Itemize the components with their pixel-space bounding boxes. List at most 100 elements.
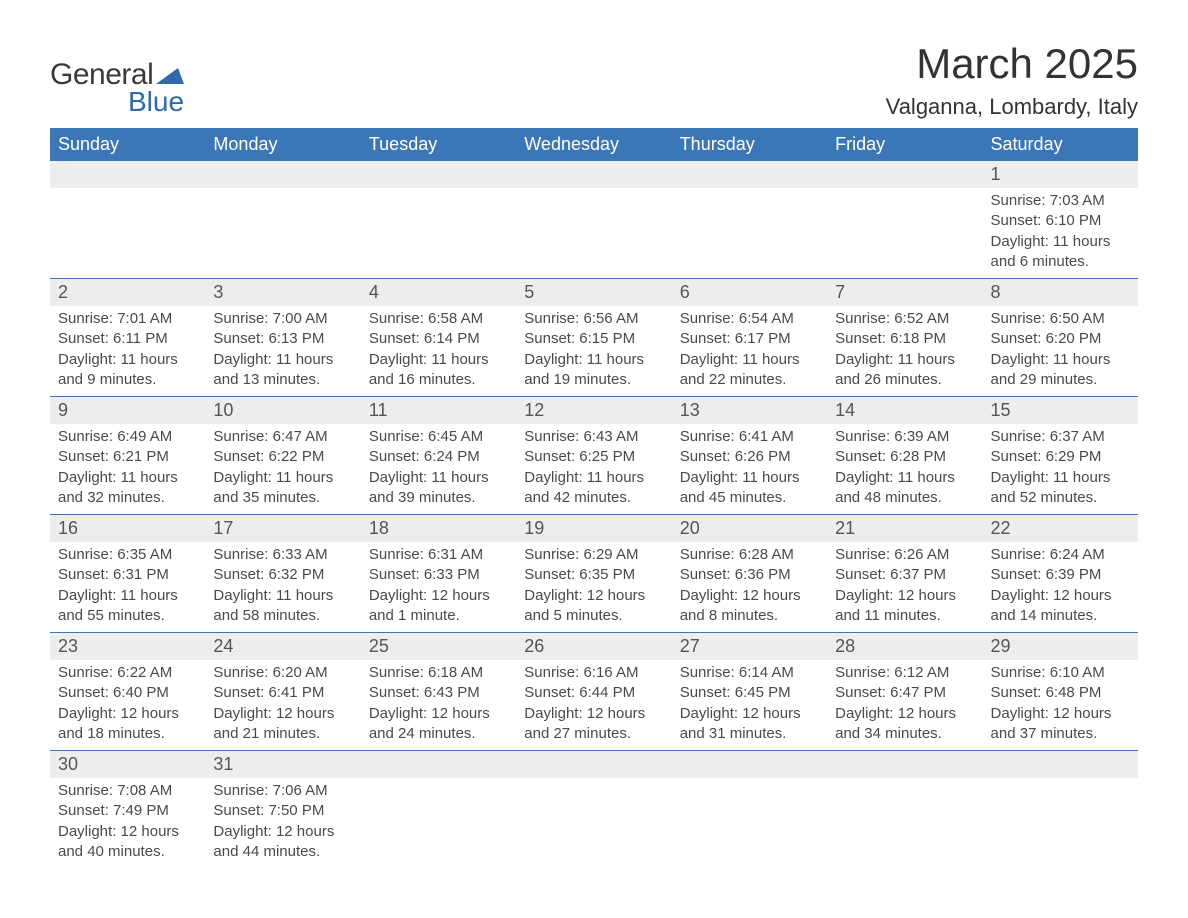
day-sr: Sunrise: 6:43 AM — [524, 427, 663, 447]
day-sr: Sunrise: 6:24 AM — [991, 545, 1130, 565]
day-d1: Daylight: 11 hours — [680, 350, 819, 370]
day-d2: and 22 minutes. — [680, 370, 819, 390]
day-sr: Sunrise: 6:41 AM — [680, 427, 819, 447]
day-detail-cell: Sunrise: 6:52 AMSunset: 6:18 PMDaylight:… — [827, 306, 982, 397]
day-d2: and 40 minutes. — [58, 842, 197, 862]
day-sr: Sunrise: 6:45 AM — [369, 427, 508, 447]
day-d1: Daylight: 12 hours — [524, 704, 663, 724]
day-sr: Sunrise: 6:54 AM — [680, 309, 819, 329]
day-number: 18 — [369, 518, 389, 538]
day-number-cell: 24 — [205, 633, 360, 661]
day-number: 24 — [213, 636, 233, 656]
day-ss: Sunset: 7:50 PM — [213, 801, 352, 821]
day-number: 2 — [58, 282, 68, 302]
day-sr: Sunrise: 6:18 AM — [369, 663, 508, 683]
day-ss: Sunset: 6:37 PM — [835, 565, 974, 585]
daynum-row: 23242526272829 — [50, 633, 1138, 661]
day-number-cell: 14 — [827, 397, 982, 425]
day-detail-cell: Sunrise: 6:45 AMSunset: 6:24 PMDaylight:… — [361, 424, 516, 515]
day-ss: Sunset: 6:45 PM — [680, 683, 819, 703]
detail-row: Sunrise: 6:22 AMSunset: 6:40 PMDaylight:… — [50, 660, 1138, 751]
day-number: 29 — [991, 636, 1011, 656]
day-sr: Sunrise: 7:01 AM — [58, 309, 197, 329]
day-ss: Sunset: 6:48 PM — [991, 683, 1130, 703]
day-sr: Sunrise: 7:08 AM — [58, 781, 197, 801]
day-number-cell: 2 — [50, 279, 205, 307]
day-d2: and 13 minutes. — [213, 370, 352, 390]
day-number-cell: 23 — [50, 633, 205, 661]
day-detail-cell: Sunrise: 7:06 AMSunset: 7:50 PMDaylight:… — [205, 778, 360, 868]
day-number: 30 — [58, 754, 78, 774]
day-number: 16 — [58, 518, 78, 538]
day-number: 14 — [835, 400, 855, 420]
day-detail-cell: Sunrise: 6:10 AMSunset: 6:48 PMDaylight:… — [983, 660, 1138, 751]
day-sr: Sunrise: 6:52 AM — [835, 309, 974, 329]
day-d2: and 24 minutes. — [369, 724, 508, 744]
day-number-cell: 28 — [827, 633, 982, 661]
day-d2: and 18 minutes. — [58, 724, 197, 744]
day-detail-cell — [205, 188, 360, 279]
day-number-cell: 10 — [205, 397, 360, 425]
day-d1: Daylight: 11 hours — [213, 468, 352, 488]
day-number: 11 — [369, 400, 388, 420]
day-number-cell — [516, 161, 671, 188]
weekday-header: Tuesday — [361, 128, 516, 161]
day-number: 19 — [524, 518, 544, 538]
day-d1: Daylight: 12 hours — [680, 586, 819, 606]
detail-row: Sunrise: 7:08 AMSunset: 7:49 PM Daylight:… — [50, 778, 1138, 868]
day-detail-cell: Sunrise: 6:29 AMSunset: 6:35 PMDaylight:… — [516, 542, 671, 633]
day-d1: Daylight: 12 hours — [213, 704, 352, 724]
day-sr: Sunrise: 7:00 AM — [213, 309, 352, 329]
day-number-cell: 15 — [983, 397, 1138, 425]
day-number-cell — [827, 751, 982, 779]
day-sr: Sunrise: 6:49 AM — [58, 427, 197, 447]
day-d1: Daylight: 11 hours — [58, 350, 197, 370]
day-d2: and 52 minutes. — [991, 488, 1130, 508]
daynum-row: 3031 — [50, 751, 1138, 779]
day-d2: and 8 minutes. — [680, 606, 819, 626]
day-sr: Sunrise: 6:58 AM — [369, 309, 508, 329]
day-ss: Sunset: 6:44 PM — [524, 683, 663, 703]
day-detail-cell: Sunrise: 7:03 AMSunset: 6:10 PMDaylight:… — [983, 188, 1138, 279]
day-number: 13 — [680, 400, 700, 420]
day-ss: Sunset: 7:49 PM — [58, 801, 197, 821]
day-ss: Sunset: 6:41 PM — [213, 683, 352, 703]
day-ss: Sunset: 6:22 PM — [213, 447, 352, 467]
day-number-cell: 17 — [205, 515, 360, 543]
day-d1: Daylight: 12 hours — [991, 586, 1130, 606]
day-ss: Sunset: 6:25 PM — [524, 447, 663, 467]
logo-word-blue: Blue — [128, 86, 184, 118]
day-ss: Sunset: 6:13 PM — [213, 329, 352, 349]
day-ss: Sunset: 6:43 PM — [369, 683, 508, 703]
day-d2: and 55 minutes. — [58, 606, 197, 626]
day-d2: and 34 minutes. — [835, 724, 974, 744]
day-sr: Sunrise: 7:06 AM — [213, 781, 352, 801]
day-ss: Sunset: 6:17 PM — [680, 329, 819, 349]
day-d1: Daylight: 12 hours — [680, 704, 819, 724]
day-sr: Sunrise: 6:39 AM — [835, 427, 974, 447]
day-ss: Sunset: 6:39 PM — [991, 565, 1130, 585]
day-d2: and 42 minutes. — [524, 488, 663, 508]
day-d1: Daylight: 11 hours — [680, 468, 819, 488]
day-sr: Sunrise: 6:29 AM — [524, 545, 663, 565]
day-d1: Daylight: 12 hours — [991, 704, 1130, 724]
day-d1: Daylight: 11 hours — [213, 586, 352, 606]
day-ss: Sunset: 6:24 PM — [369, 447, 508, 467]
day-d1: Daylight: 12 hours — [835, 586, 974, 606]
day-d1: Daylight: 12 hours — [213, 822, 352, 842]
day-d2: and 39 minutes. — [369, 488, 508, 508]
day-ss: Sunset: 6:28 PM — [835, 447, 974, 467]
day-number-cell: 9 — [50, 397, 205, 425]
weekday-header: Friday — [827, 128, 982, 161]
day-number: 23 — [58, 636, 78, 656]
day-number: 17 — [213, 518, 233, 538]
day-d1: Daylight: 11 hours — [835, 350, 974, 370]
day-d2: and 9 minutes. — [58, 370, 197, 390]
day-number: 3 — [213, 282, 223, 302]
day-number-cell: 26 — [516, 633, 671, 661]
day-detail-cell — [50, 188, 205, 279]
day-d1: Daylight: 12 hours — [369, 586, 508, 606]
day-d2: and 31 minutes. — [680, 724, 819, 744]
day-d1: Daylight: 11 hours — [524, 468, 663, 488]
day-sr: Sunrise: 6:47 AM — [213, 427, 352, 447]
